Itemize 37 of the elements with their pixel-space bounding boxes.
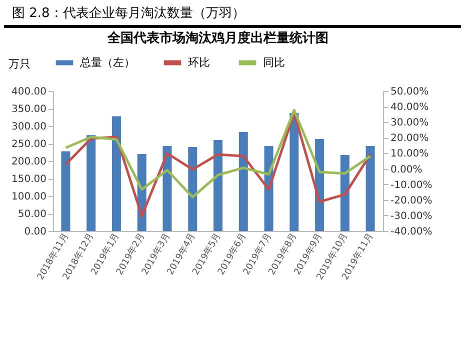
bar (112, 116, 121, 231)
y2-tick-label: -20.00% (390, 195, 432, 206)
y2-tick-label: 10.00% (390, 148, 429, 160)
y-tick-label: 250.00 (12, 139, 46, 150)
y2-tick-label: -40.00% (390, 226, 432, 238)
y-axis-title: 万只 (8, 58, 30, 70)
y2-tick-label: -30.00% (390, 210, 432, 222)
y-tick-label: 350.00 (12, 104, 46, 115)
bar (238, 132, 248, 231)
bar (162, 146, 172, 231)
y-tick-label: 300.00 (12, 122, 46, 132)
y2-tick-label: 20.00% (390, 133, 429, 144)
y2-tick-label: 30.00% (390, 118, 429, 129)
y-tick-label: 0.00 (24, 226, 46, 238)
y-tick-label: 200.00 (12, 156, 46, 168)
y-tick-label: 400.00 (12, 86, 46, 98)
chart-subtitle: 全国代表市场淘汰鸡月度出栏量统计图 (106, 30, 328, 46)
bar (86, 135, 96, 231)
y-tick-label: 100.00 (12, 192, 46, 202)
y2-tick-label: 0.00% (390, 164, 422, 176)
y2-tick-label: 50.00% (390, 86, 429, 98)
line-series (64, 112, 372, 218)
bar (214, 140, 222, 231)
y-tick-label: 150.00 (12, 174, 46, 185)
y-tick-label: 50.00 (18, 209, 46, 220)
bar (340, 155, 350, 231)
legend-label: 环比 (188, 56, 210, 69)
bar (366, 146, 375, 231)
line-series (64, 108, 372, 198)
y2-tick-label: 40.00% (390, 102, 429, 114)
chart-title: 图 2.8：代表企业每月淘汰数量（万羽） (4, 0, 461, 28)
legend-label: 总量（左） (79, 56, 135, 69)
legend-label: 同比 (263, 56, 285, 69)
bar (290, 113, 299, 231)
bar (188, 147, 198, 231)
y2-tick-label: -10.00% (390, 180, 432, 191)
bar (61, 151, 70, 231)
